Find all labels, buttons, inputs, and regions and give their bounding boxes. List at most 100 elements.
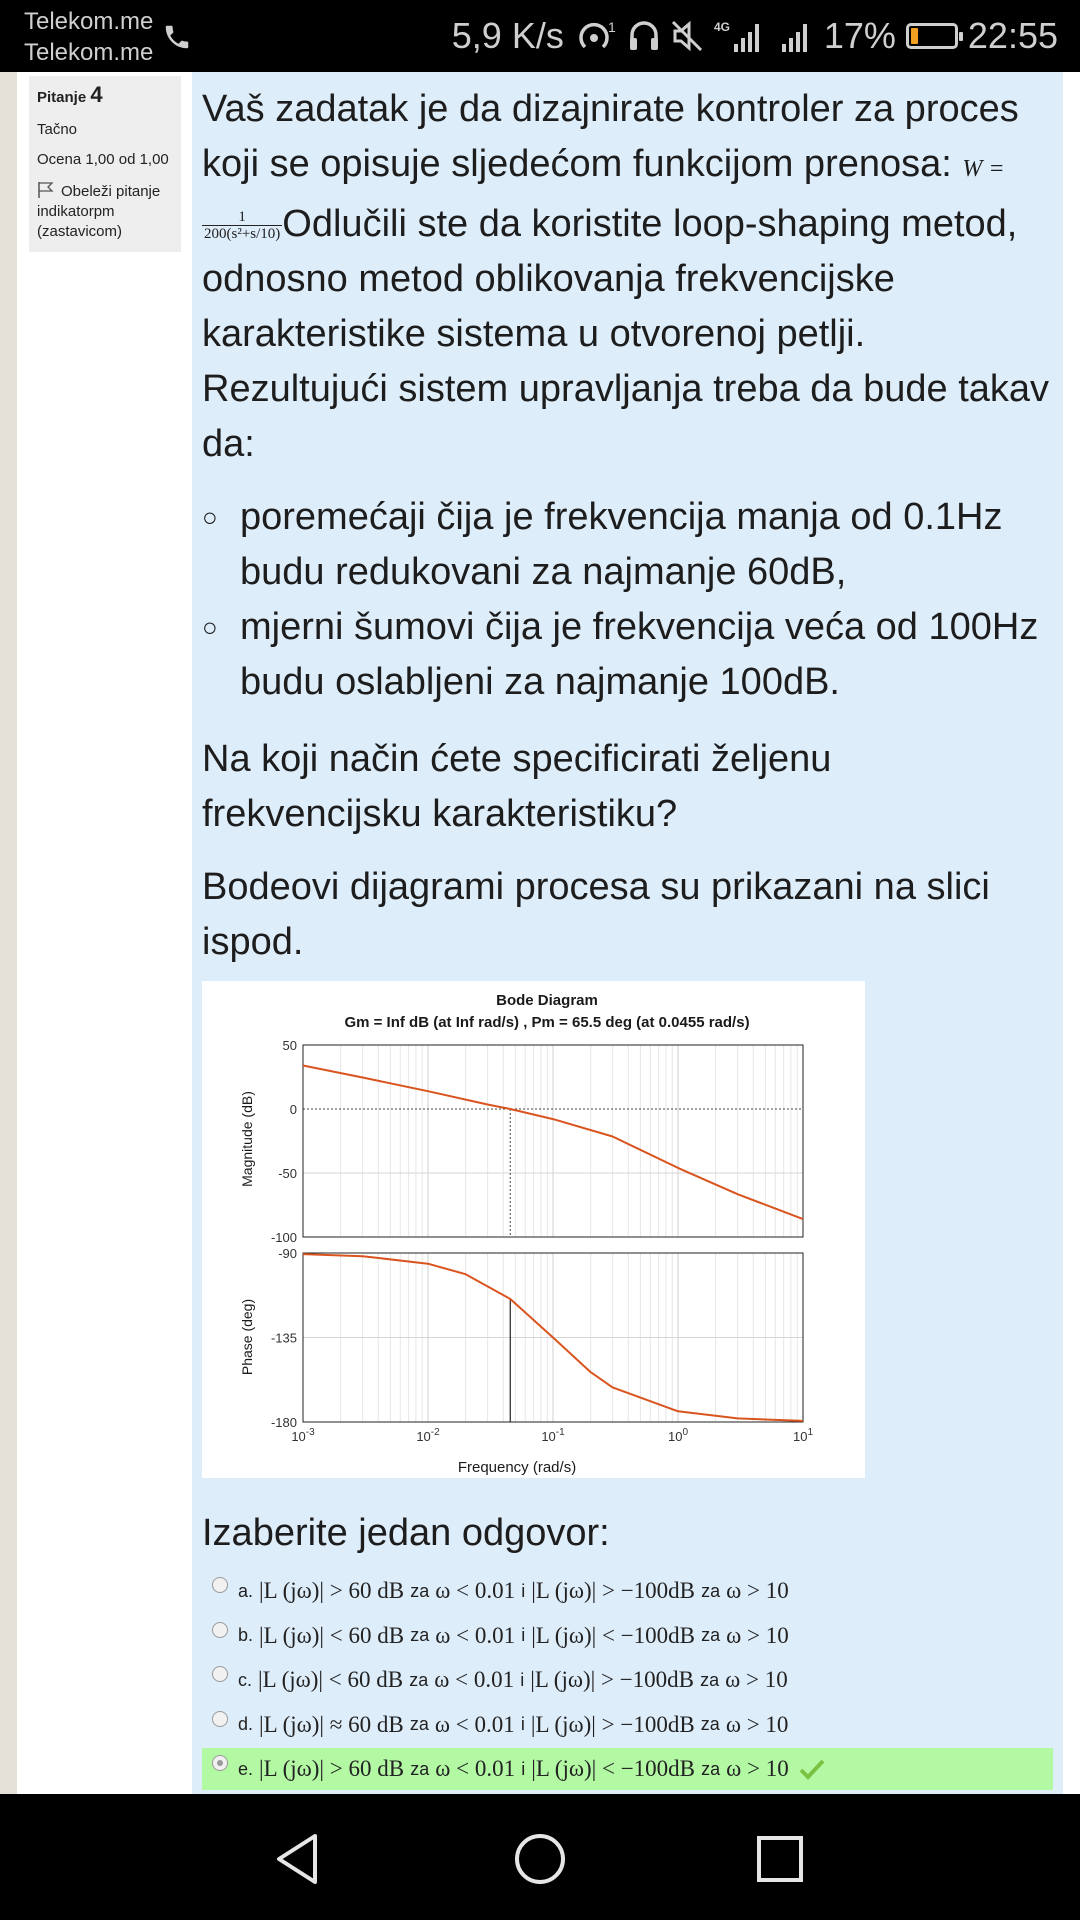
option-cond2: ω > 10 [726, 1756, 789, 1781]
option-and: i [521, 1758, 526, 1779]
status-icons: 5,9 K/s 1 4G 17% 22: [452, 0, 1058, 72]
flag-question-link[interactable]: Obeleži pitanje indikatorpm (zastavicom) [37, 181, 173, 242]
back-icon[interactable] [265, 1824, 335, 1894]
radio-button[interactable] [212, 1621, 228, 1638]
x-tick-label: 101 [793, 1427, 813, 1444]
mag-y-axis-label: Magnitude (dB) [239, 1091, 255, 1187]
option-and: i [521, 1625, 526, 1645]
navigation-bar [0, 1794, 1080, 1920]
phone-call-icon [165, 25, 189, 49]
y-tick-label: 0 [290, 1102, 297, 1117]
battery-icon [905, 23, 963, 49]
option-lhs: |L (jω)| > 60 dB [259, 1578, 405, 1603]
series-line [302, 1253, 804, 1422]
question-number: 4 [90, 82, 103, 107]
option-letter: c. [238, 1669, 253, 1690]
y-tick-label: -180 [271, 1415, 297, 1430]
option-rhs: |L (jω)| < −100dB [531, 1756, 696, 1781]
network-speed: 5,9 K/s [451, 15, 564, 56]
option-lhs: |L (jω)| < 60 dB [259, 1622, 405, 1648]
home-icon[interactable] [505, 1824, 575, 1894]
option-and: i [521, 1580, 526, 1601]
question-content: Vaš zadatak je da dizajnirate kontroler … [192, 72, 1063, 1794]
option-cond1: ω < 0.01 [434, 1711, 515, 1737]
y-tick-label: -90 [278, 1246, 297, 1261]
option-lhs: |L (jω)| < 60 dB [258, 1667, 404, 1692]
option-letter: b. [238, 1625, 254, 1645]
option-rhs: |L (jω)| < −100dB [531, 1622, 696, 1648]
option-lhs: |L (jω)| ≈ 60 dB [259, 1711, 404, 1737]
option-cond2: ω > 10 [725, 1667, 788, 1692]
answer-option-d[interactable]: d. |L (jω)| ≈ 60 dB za ω < 0.01 i |L (jω)| … [202, 1704, 1053, 1746]
signal-4g-icon: 4G [714, 20, 759, 52]
bode-chart-svg: Bode Diagram Gm = Inf dB (at Inf rad/s) … [239, 992, 813, 1476]
option-lhs: |L (jω)| > 60 dB [259, 1756, 405, 1781]
hotspot-icon: 1 [579, 19, 616, 49]
battery-percent: 17% [823, 15, 896, 56]
transfer-function-lhs: W = [962, 156, 1005, 182]
x-tick-label: 100 [668, 1427, 688, 1444]
question-intro-continued: Odlučili ste da koristite loop-shaping m… [202, 203, 1050, 465]
status-bar: Telekom.me Telekom.me 5,9 K/s 1 4G [0, 0, 1080, 72]
question-label: Pitanje [37, 89, 87, 106]
radio-button[interactable] [212, 1755, 228, 1771]
option-and: i [520, 1714, 525, 1734]
y-tick-label: -100 [271, 1230, 297, 1245]
svg-text:1: 1 [608, 19, 616, 35]
option-rhs: |L (jω)| > −100dB [530, 1711, 695, 1737]
recents-icon[interactable] [745, 1824, 815, 1894]
answer-option-e[interactable]: e. |L (jω)| > 60 dB za ω < 0.01 i |L (jω)| … [202, 1748, 1053, 1790]
diagram-caption: Bodeovi dijagrami procesa su prikazani n… [202, 866, 990, 963]
option-za: za [700, 1669, 720, 1690]
x-axis-label: Frequency (rad/s) [458, 1459, 576, 1476]
question-state: Tačno [37, 121, 78, 138]
radio-button[interactable] [212, 1577, 228, 1593]
option-za: za [700, 1714, 720, 1734]
answers-title: Izaberite jedan odgovor: [202, 1512, 610, 1554]
question-prompt: Na koji način ćete specificirati željenu… [202, 738, 832, 835]
svg-text:4G: 4G [714, 20, 730, 34]
correct-check-icon [799, 1759, 825, 1780]
x-tick-label: 10-3 [291, 1427, 315, 1444]
requirements-list: poremećaji čija je frekvencija manja od … [202, 490, 1052, 710]
radio-button[interactable] [212, 1710, 228, 1727]
left-margin-strip [0, 72, 17, 1794]
option-letter: d. [238, 1714, 254, 1734]
question-info-box: Pitanje 4 Tačno Ocena 1,00 od 1,00 Obele… [29, 76, 181, 252]
option-cond1: ω < 0.01 [435, 1622, 516, 1648]
carrier-1: Telekom.me [24, 8, 154, 35]
option-cond2: ω > 10 [726, 1578, 789, 1603]
answer-option-c[interactable]: c. |L (jω)| < 60 dB za ω < 0.01 i |L (jω)| … [202, 1659, 1053, 1701]
phase-y-axis-label: Phase (deg) [239, 1299, 255, 1375]
x-tick-label: 10-2 [416, 1427, 440, 1444]
option-cond1: ω < 0.01 [434, 1667, 515, 1692]
option-za: za [410, 1580, 430, 1601]
option-rhs: |L (jω)| > −100dB [531, 1578, 696, 1603]
question-intro: Vaš zadatak je da dizajnirate kontroler … [202, 88, 1050, 465]
answer-option-a[interactable]: a. |L (jω)| > 60 dB za ω < 0.01 i |L (jω)| … [202, 1570, 1053, 1612]
series-line [302, 1064, 804, 1221]
option-letter: a. [238, 1580, 254, 1601]
carrier-2: Telekom.me [24, 39, 154, 66]
option-and: i [520, 1669, 525, 1690]
radio-button[interactable] [212, 1666, 228, 1682]
answer-option-b[interactable]: b. |L (jω)| < 60 dB za ω < 0.01 i |L (jω)| … [202, 1615, 1053, 1657]
carrier-labels: Telekom.me Telekom.me [24, 6, 153, 68]
option-za: za [409, 1714, 429, 1734]
clock: 22:55 [967, 15, 1058, 56]
chart-title: Bode Diagram [496, 992, 598, 1009]
headset-icon [629, 21, 658, 50]
option-za: za [701, 1758, 721, 1779]
plot-frame [302, 1044, 804, 1238]
x-tick-label: 10-1 [541, 1427, 565, 1444]
list-item: mjerni šumovi čija je frekvencija veća o… [202, 600, 1052, 710]
flag-icon [38, 182, 54, 198]
option-cond2: ω > 10 [725, 1711, 789, 1737]
transfer-function-fraction: 1 200(s²+s/10) [202, 209, 283, 243]
option-cond1: ω < 0.01 [435, 1756, 516, 1781]
option-za: za [410, 1758, 430, 1779]
mute-icon [671, 20, 702, 52]
bode-diagram: Bode Diagram Gm = Inf dB (at Inf rad/s) … [202, 981, 865, 1478]
option-letter: e. [238, 1758, 254, 1779]
option-cond2: ω > 10 [726, 1622, 789, 1648]
